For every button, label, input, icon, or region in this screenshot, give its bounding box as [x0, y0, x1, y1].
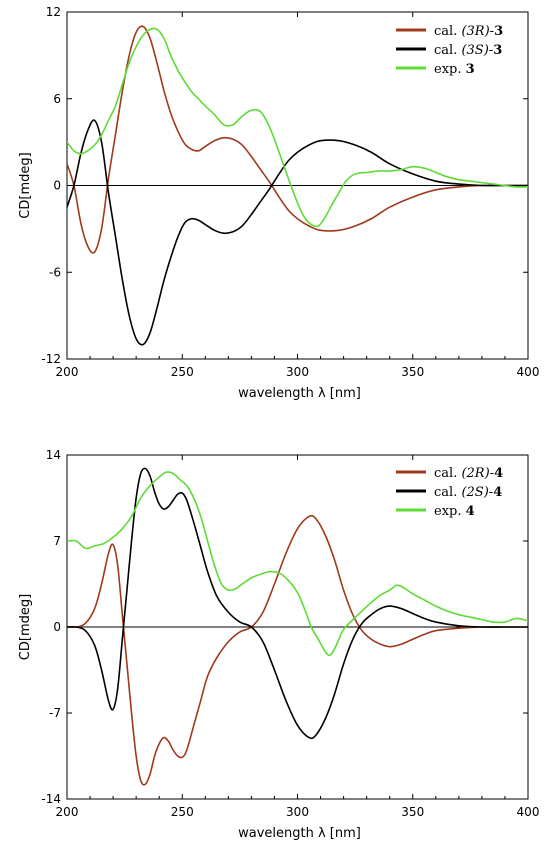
y-tick-label: -6 [49, 265, 61, 279]
y-tick-label: 6 [53, 92, 61, 106]
x-tick-label: 200 [56, 805, 79, 819]
y-tick-label: -12 [41, 352, 61, 366]
series-line-1 [67, 514, 528, 786]
chart-2: 200 250 300 350 400 14 7 0 -7 -14 wavelength λ [nm… [18, 448, 539, 841]
legend-label: cal. (2R)-4 [434, 466, 503, 481]
series-line-3 [67, 27, 528, 228]
y-tick-label: -14 [41, 792, 61, 806]
legend-label: exp. 3 [434, 62, 475, 77]
series-group [67, 25, 528, 346]
y-tick-label: 7 [53, 534, 61, 548]
series-line-2 [67, 467, 528, 740]
x-tick-label: 300 [286, 805, 309, 819]
series-line-3 [67, 471, 528, 657]
y-tick-label: 14 [46, 448, 61, 462]
y-axis-label: CD[mdeg] [18, 152, 33, 218]
series-group [67, 467, 528, 786]
legend-label: cal. (3S)-3 [434, 43, 502, 58]
x-tick-label: 250 [171, 805, 194, 819]
series-line-1 [67, 25, 528, 254]
legend-label: exp. 4 [434, 504, 475, 519]
x-tick-label: 350 [401, 365, 424, 379]
y-tick-label: 0 [53, 620, 61, 634]
x-axis-label: wavelength λ [nm] [238, 826, 361, 841]
x-tick-label: 350 [401, 805, 424, 819]
x-tick-label: 250 [171, 365, 194, 379]
x-tick-label: 400 [517, 805, 540, 819]
y-tick-label: 12 [46, 5, 61, 19]
x-tick-label: 400 [517, 365, 540, 379]
x-axis-label: wavelength λ [nm] [238, 386, 361, 401]
y-tick-label: 0 [53, 179, 61, 193]
x-tick-label: 200 [56, 365, 79, 379]
y-axis-label: CD[mdeg] [18, 594, 33, 660]
legend-label: cal. (2S)-4 [434, 485, 502, 500]
x-tick-label: 300 [286, 365, 309, 379]
chart-1: 200 250 300 350 400 12 6 0 -6 -12 wavelength λ [nm… [18, 5, 539, 401]
legend-label: cal. (3R)-3 [434, 24, 503, 39]
y-tick-label: -7 [49, 706, 61, 720]
series-line-2 [67, 119, 528, 346]
